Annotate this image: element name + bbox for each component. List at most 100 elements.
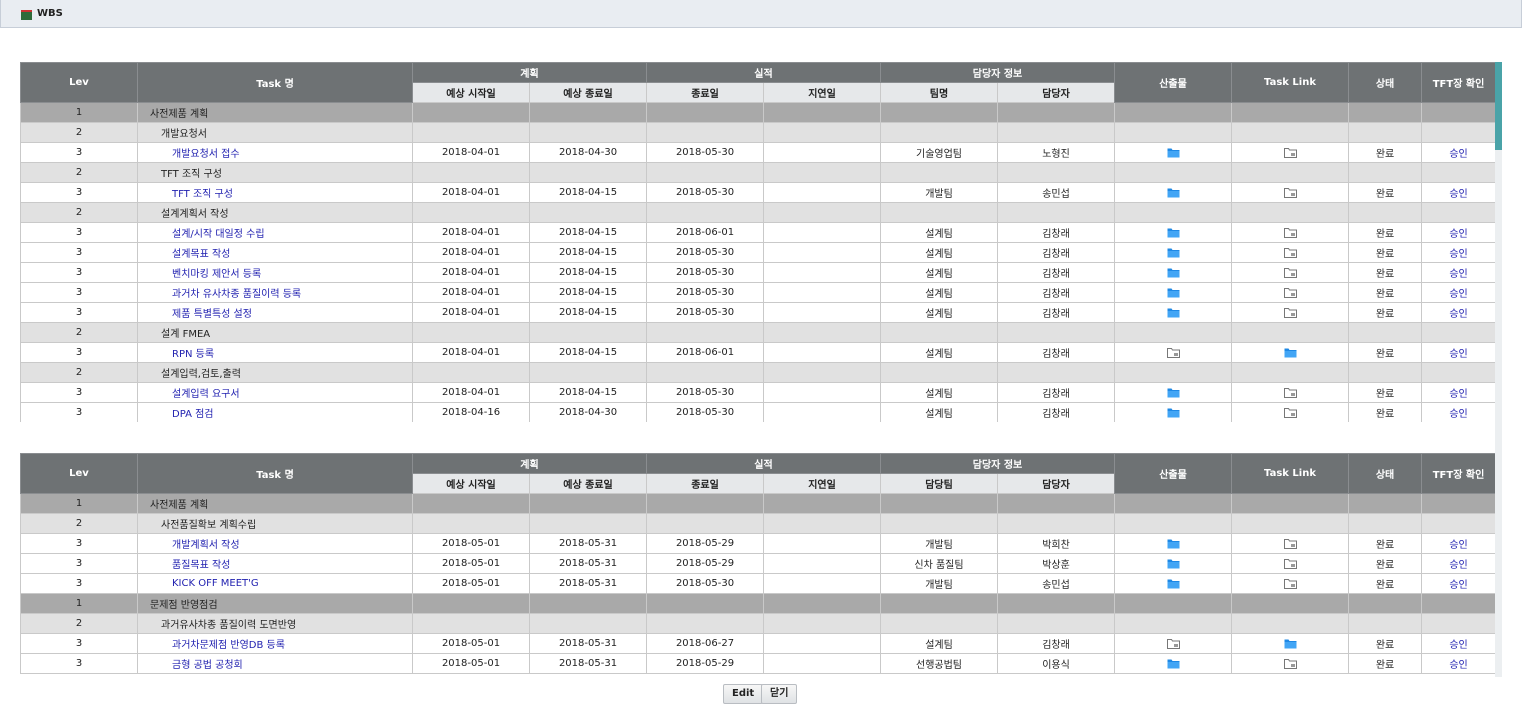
plan-end-cell bbox=[529, 593, 647, 614]
confirm-cell[interactable] bbox=[1421, 322, 1495, 343]
edit-button[interactable]: Edit bbox=[723, 684, 764, 704]
status-cell bbox=[1348, 102, 1423, 123]
empty-file-icon[interactable] bbox=[1283, 538, 1297, 549]
confirm-cell[interactable]: 승인 bbox=[1421, 182, 1495, 203]
confirm-cell[interactable] bbox=[1421, 513, 1495, 534]
empty-file-icon[interactable] bbox=[1283, 267, 1297, 278]
confirm-cell[interactable] bbox=[1421, 613, 1495, 634]
task-cell[interactable]: 벤치마킹 제안서 등록 bbox=[137, 262, 413, 283]
deliverable-cell bbox=[1114, 493, 1233, 514]
file-icon[interactable] bbox=[1167, 227, 1180, 238]
task-cell[interactable]: DPA 점검 bbox=[137, 402, 413, 422]
empty-file-icon[interactable] bbox=[1283, 578, 1297, 589]
task-cell[interactable]: RPN 등록 bbox=[137, 342, 413, 363]
confirm-cell[interactable] bbox=[1421, 162, 1495, 183]
owner-cell: 김창래 bbox=[996, 402, 1116, 422]
task-cell[interactable]: 사전품질확보 계획수립 bbox=[137, 513, 413, 534]
task-cell[interactable]: 설계입력,검토,출력 bbox=[137, 362, 413, 383]
column-header: 지연일 bbox=[763, 473, 881, 494]
empty-file-icon[interactable] bbox=[1283, 407, 1297, 418]
status-cell: 완료 bbox=[1348, 633, 1423, 654]
confirm-cell[interactable]: 승인 bbox=[1421, 633, 1495, 654]
empty-file-icon[interactable] bbox=[1283, 658, 1297, 669]
task-cell[interactable]: 제품 특별특성 설정 bbox=[137, 302, 413, 323]
confirm-cell[interactable]: 승인 bbox=[1421, 282, 1495, 303]
confirm-cell[interactable]: 승인 bbox=[1421, 342, 1495, 363]
confirm-cell[interactable]: 승인 bbox=[1421, 533, 1495, 554]
confirm-cell[interactable]: 승인 bbox=[1421, 242, 1495, 263]
confirm-cell[interactable]: 승인 bbox=[1421, 553, 1495, 574]
owner-cell bbox=[996, 513, 1116, 534]
file-icon[interactable] bbox=[1167, 658, 1180, 669]
lev-cell: 2 bbox=[20, 122, 138, 143]
empty-file-icon[interactable] bbox=[1283, 247, 1297, 258]
confirm-cell[interactable]: 승인 bbox=[1421, 302, 1495, 323]
confirm-cell[interactable] bbox=[1421, 102, 1495, 123]
task-cell[interactable]: 금형 공법 공청회 bbox=[137, 653, 413, 674]
file-icon[interactable] bbox=[1167, 247, 1180, 258]
confirm-cell[interactable] bbox=[1421, 593, 1495, 614]
confirm-cell[interactable]: 승인 bbox=[1421, 382, 1495, 403]
lev-cell: 2 bbox=[20, 362, 138, 383]
file-icon[interactable] bbox=[1167, 267, 1180, 278]
column-header: TFT장 확인 bbox=[1421, 62, 1495, 103]
confirm-cell[interactable] bbox=[1421, 122, 1495, 143]
confirm-cell[interactable]: 승인 bbox=[1421, 402, 1495, 422]
task-cell[interactable]: 과거유사차종 품질이력 도면반영 bbox=[137, 613, 413, 634]
task-cell[interactable]: 과거차 유사차종 품질이력 등록 bbox=[137, 282, 413, 303]
task-cell[interactable]: 설계 FMEA bbox=[137, 322, 413, 343]
confirm-cell[interactable] bbox=[1421, 202, 1495, 223]
plan-end-cell: 2018-05-31 bbox=[529, 533, 647, 554]
task-cell[interactable]: 과거차문제점 반영DB 등록 bbox=[137, 633, 413, 654]
task-cell[interactable]: 품질목표 작성 bbox=[137, 553, 413, 574]
task-cell[interactable]: 문제점 반영점검 bbox=[137, 593, 413, 614]
task-row: 1 문제점 반영점검 bbox=[20, 593, 1495, 614]
confirm-cell[interactable] bbox=[1421, 493, 1495, 514]
deliverable-cell bbox=[1114, 282, 1233, 303]
empty-file-icon[interactable] bbox=[1283, 387, 1297, 398]
file-icon[interactable] bbox=[1167, 407, 1180, 418]
empty-file-icon[interactable] bbox=[1166, 347, 1180, 358]
task-cell[interactable]: 사전제품 계획 bbox=[137, 102, 413, 123]
task-cell[interactable]: 개발계획서 작성 bbox=[137, 533, 413, 554]
empty-file-icon[interactable] bbox=[1283, 227, 1297, 238]
file-icon[interactable] bbox=[1167, 387, 1180, 398]
task-cell[interactable]: TFT 조직 구성 bbox=[137, 182, 413, 203]
empty-file-icon[interactable] bbox=[1283, 307, 1297, 318]
confirm-cell[interactable]: 승인 bbox=[1421, 653, 1495, 674]
task-cell[interactable]: KICK OFF MEET'G bbox=[137, 573, 413, 594]
close-button[interactable]: 닫기 bbox=[761, 684, 798, 704]
file-icon[interactable] bbox=[1167, 307, 1180, 318]
deliverable-cell bbox=[1114, 342, 1233, 363]
scroll-thumb[interactable] bbox=[1495, 62, 1502, 150]
empty-file-icon[interactable] bbox=[1166, 638, 1180, 649]
file-icon[interactable] bbox=[1167, 187, 1180, 198]
task-cell[interactable]: 개발요청서 접수 bbox=[137, 142, 413, 163]
confirm-cell[interactable]: 승인 bbox=[1421, 222, 1495, 243]
empty-file-icon[interactable] bbox=[1283, 187, 1297, 198]
task-cell[interactable]: 설계목표 작성 bbox=[137, 242, 413, 263]
confirm-cell[interactable]: 승인 bbox=[1421, 142, 1495, 163]
task-cell[interactable]: 설계계획서 작성 bbox=[137, 202, 413, 223]
empty-file-icon[interactable] bbox=[1283, 287, 1297, 298]
file-icon[interactable] bbox=[1284, 347, 1297, 358]
task-cell[interactable]: TFT 조직 구성 bbox=[137, 162, 413, 183]
file-icon[interactable] bbox=[1167, 538, 1180, 549]
task-cell[interactable]: 사전제품 계획 bbox=[137, 493, 413, 514]
column-header: 예상 종료일 bbox=[529, 473, 647, 494]
file-icon[interactable] bbox=[1167, 558, 1180, 569]
task-cell[interactable]: 개발요청서 bbox=[137, 122, 413, 143]
confirm-cell[interactable] bbox=[1421, 362, 1495, 383]
file-icon[interactable] bbox=[1284, 638, 1297, 649]
file-icon[interactable] bbox=[1167, 287, 1180, 298]
confirm-cell[interactable]: 승인 bbox=[1421, 262, 1495, 283]
task-cell[interactable]: 설계/시작 대일정 수립 bbox=[137, 222, 413, 243]
confirm-cell[interactable]: 승인 bbox=[1421, 573, 1495, 594]
empty-file-icon[interactable] bbox=[1283, 147, 1297, 158]
scrollbar[interactable] bbox=[1495, 62, 1502, 677]
task-cell[interactable]: 설계입력 요구서 bbox=[137, 382, 413, 403]
empty-file-icon[interactable] bbox=[1283, 558, 1297, 569]
file-icon[interactable] bbox=[1167, 578, 1180, 589]
actual-end-cell: 2018-05-30 bbox=[646, 402, 764, 422]
file-icon[interactable] bbox=[1167, 147, 1180, 158]
